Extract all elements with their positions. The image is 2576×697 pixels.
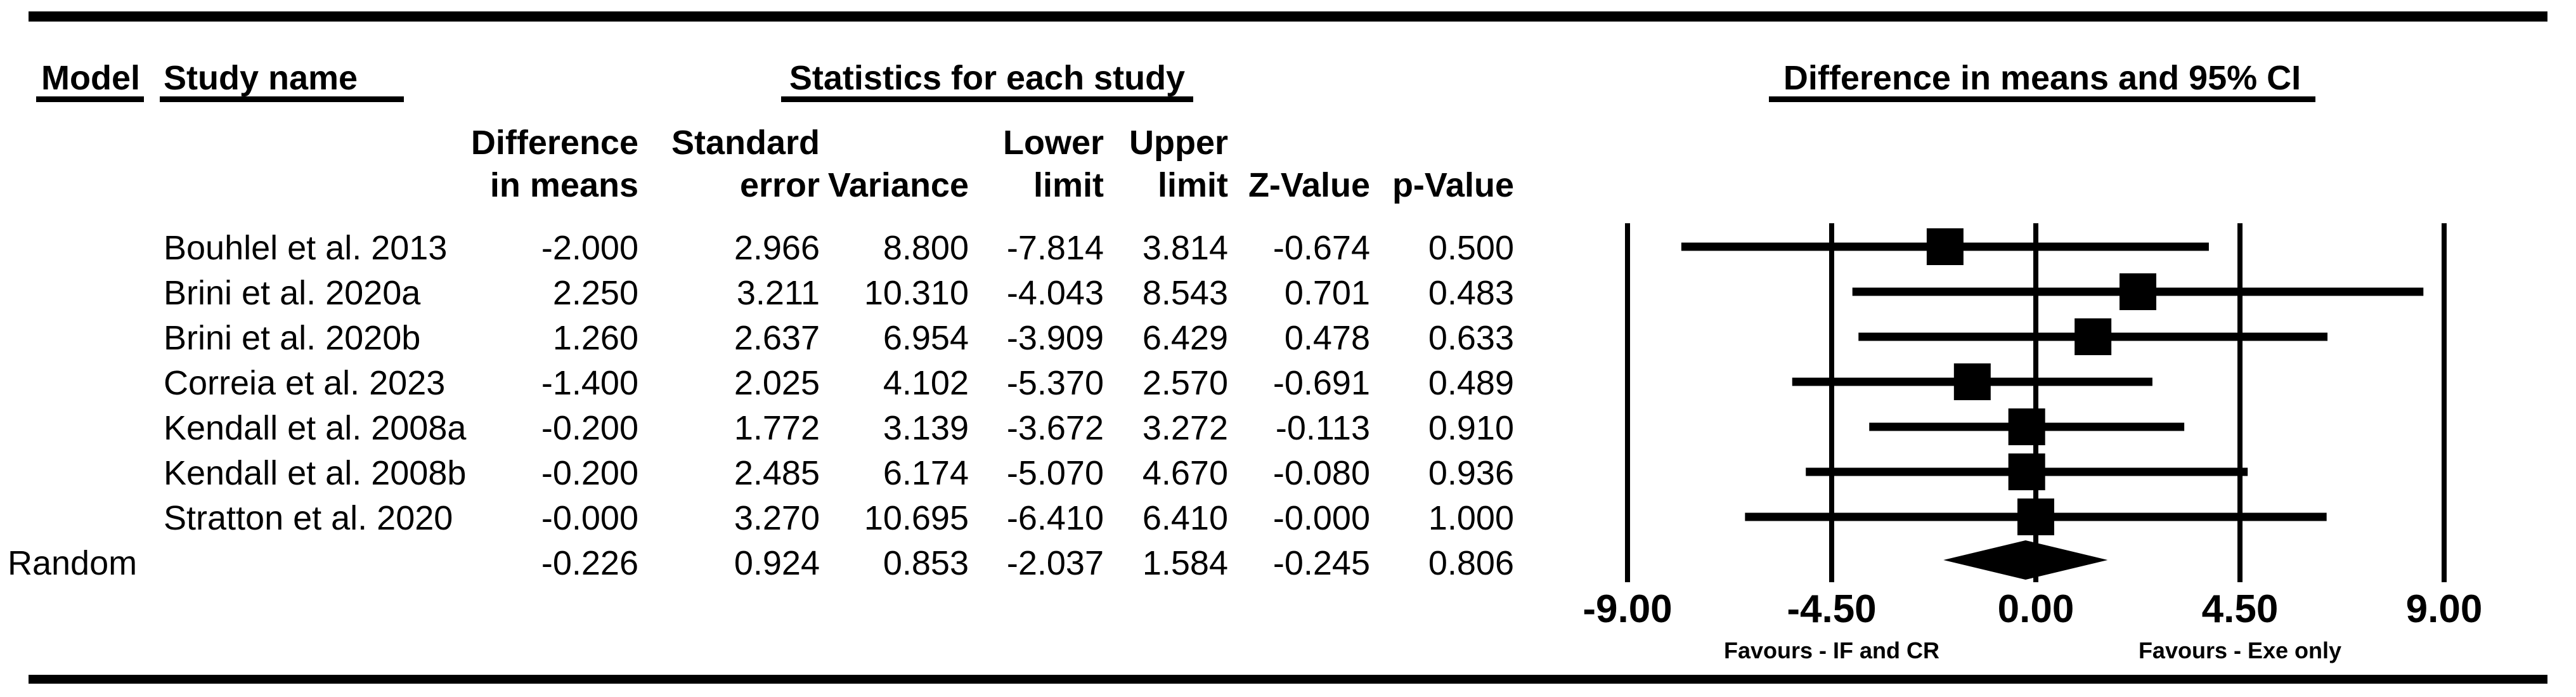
stat-value-variance: 3.139 [883, 409, 969, 447]
stat-value-diff: -0.200 [541, 454, 638, 492]
stat-value-diff: -2.000 [541, 229, 638, 267]
stat-value-upper: 6.410 [1142, 499, 1228, 537]
stat-value-lower: -7.814 [1006, 229, 1104, 267]
study-name-cell: Bouhlel et al. 2013 [164, 229, 448, 267]
stat-value-diff: -1.400 [541, 364, 638, 402]
bottom-border-bar [29, 675, 2547, 684]
stat-value-z: -0.245 [1272, 544, 1370, 582]
stat-value-se: 0.924 [734, 544, 820, 582]
mean-square-marker [2008, 453, 2045, 490]
favours-left-label: Favours - IF and CR [1723, 637, 1940, 663]
model-header-underline [36, 96, 144, 102]
stat-value-p: 0.500 [1428, 229, 1514, 267]
stat-value-upper: 4.670 [1142, 454, 1228, 492]
stat-value-upper: 3.272 [1142, 409, 1228, 447]
study-name-cell: Kendall et al. 2008a [164, 409, 467, 447]
stat-value-upper: 2.570 [1142, 364, 1228, 402]
stat-value-se: 3.270 [734, 499, 820, 537]
stat-value-lower: -3.909 [1006, 319, 1104, 357]
column-header-se: Standard error [671, 124, 820, 204]
stat-value-variance: 8.800 [883, 229, 969, 267]
study-name-header-underline [160, 96, 404, 102]
statistics-header-underline [781, 96, 1193, 102]
stat-value-z: -0.113 [1275, 409, 1370, 447]
stat-value-p: 0.489 [1428, 364, 1514, 402]
stat-value-upper: 1.584 [1142, 544, 1228, 582]
stat-value-se: 2.485 [734, 454, 820, 492]
stat-value-se: 3.211 [736, 274, 820, 312]
stat-value-z: -0.000 [1272, 499, 1370, 537]
favours-right-label: Favours - Exe only [2138, 637, 2342, 663]
mean-square-marker [2120, 273, 2156, 310]
stat-value-diff: -0.000 [541, 499, 638, 537]
study-name-cell: Brini et al. 2020a [164, 274, 421, 312]
stat-value-variance: 10.310 [864, 274, 969, 312]
summary-diamond [1943, 540, 2108, 580]
column-header-lower: Lower limit [1002, 124, 1104, 204]
model-column-header: Model [41, 59, 140, 97]
stat-value-lower: -6.410 [1006, 499, 1104, 537]
column-header-p: p-Value [1392, 166, 1514, 204]
stat-value-diff: 2.250 [552, 274, 638, 312]
stat-value-p: 0.633 [1428, 319, 1514, 357]
stat-value-diff: -0.226 [541, 544, 638, 582]
stat-value-z: 0.701 [1284, 274, 1370, 312]
axis-tick-label: 0.00 [1997, 587, 2074, 631]
axis-tick-label: 9.00 [2405, 587, 2483, 631]
axis-tick-label: -4.50 [1787, 587, 1877, 631]
stat-value-p: 0.910 [1428, 409, 1514, 447]
mean-square-marker [1926, 228, 1964, 265]
stat-value-z: -0.080 [1272, 454, 1370, 492]
column-header-variance: Variance [827, 166, 969, 204]
column-header-z: Z-Value [1248, 166, 1370, 204]
stat-value-p: 0.483 [1428, 274, 1514, 312]
plot-header-underline [1769, 96, 2315, 102]
study-name-cell: Stratton et al. 2020 [164, 499, 453, 537]
top-border-bar [29, 11, 2547, 22]
plot-section-header: Difference in means and 95% CI [1783, 59, 2301, 97]
axis-tick-label: 4.50 [2201, 587, 2279, 631]
stat-value-p: 1.000 [1428, 499, 1514, 537]
statistics-section-header: Statistics for each study [789, 59, 1186, 97]
stat-value-se: 1.772 [734, 409, 820, 447]
study-name-cell: Brini et al. 2020b [164, 319, 421, 357]
stat-value-diff: -0.200 [541, 409, 638, 447]
mean-square-marker [2008, 408, 2045, 445]
stat-value-diff: 1.260 [552, 319, 638, 357]
study-name-cell: Correia et al. 2023 [164, 364, 446, 402]
study-name-cell: Kendall et al. 2008b [164, 454, 467, 492]
mean-square-marker [1953, 363, 1991, 400]
column-header-upper: Upper limit [1129, 124, 1228, 204]
stat-value-upper: 6.429 [1142, 319, 1228, 357]
stat-value-variance: 6.174 [883, 454, 969, 492]
stat-value-lower: -5.070 [1006, 454, 1104, 492]
stat-value-lower: -4.043 [1006, 274, 1104, 312]
stat-value-se: 2.025 [734, 364, 820, 402]
stat-value-lower: -2.037 [1006, 544, 1104, 582]
stat-value-z: -0.674 [1272, 229, 1370, 267]
stat-value-se: 2.966 [734, 229, 820, 267]
stat-value-z: 0.478 [1284, 319, 1370, 357]
mean-square-marker [2074, 318, 2112, 355]
stat-value-variance: 10.695 [864, 499, 969, 537]
stat-value-lower: -5.370 [1006, 364, 1104, 402]
stat-value-se: 2.637 [734, 319, 820, 357]
mean-square-marker [2017, 498, 2054, 535]
axis-tick-label: -9.00 [1582, 587, 1673, 631]
stat-value-lower: -3.672 [1006, 409, 1104, 447]
study-name-column-header: Study name [164, 59, 358, 97]
stat-value-p: 0.806 [1428, 544, 1514, 582]
stat-value-upper: 8.543 [1142, 274, 1228, 312]
stat-value-variance: 0.853 [883, 544, 969, 582]
stat-value-upper: 3.814 [1142, 229, 1228, 267]
stat-value-z: -0.691 [1272, 364, 1370, 402]
stat-value-p: 0.936 [1428, 454, 1514, 492]
stat-value-variance: 4.102 [883, 364, 969, 402]
stat-value-variance: 6.954 [883, 319, 969, 357]
column-header-diff: Difference in means [470, 124, 638, 204]
model-cell: Random [8, 544, 138, 582]
